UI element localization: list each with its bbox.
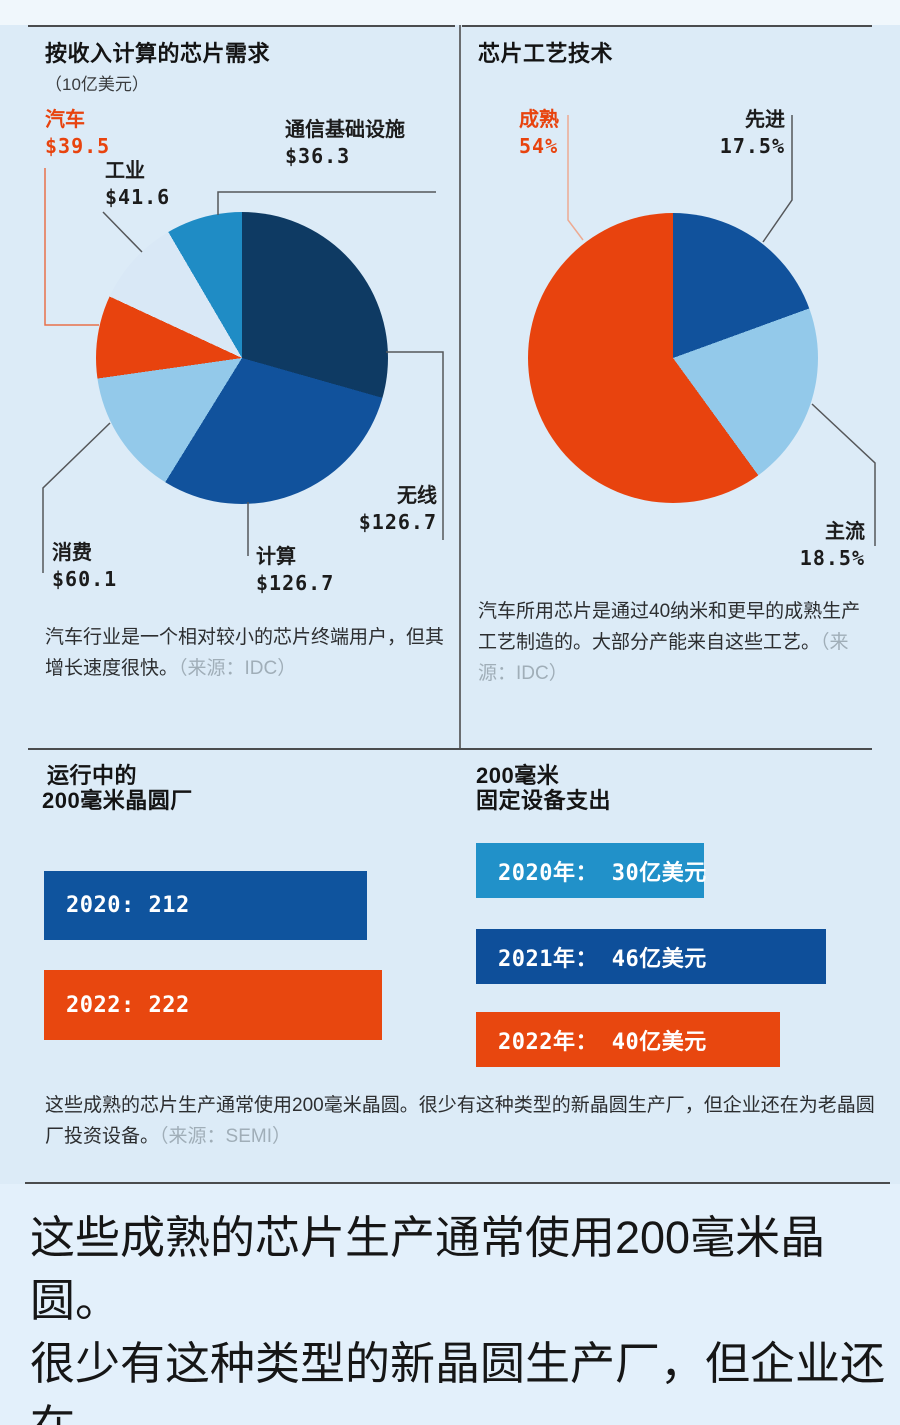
bottom-rule [25, 1182, 890, 1184]
leader-automotive [44, 168, 99, 326]
spend-bar-2020: 2020年： 30亿美元 [476, 843, 706, 898]
demand-chart-title: 按收入计算的芯片需求 [45, 41, 271, 66]
footer-line-1: 这些成熟的芯片生产通常使用200毫米晶圆。 [30, 1212, 826, 1326]
footer-zone [0, 1184, 900, 1425]
process-pie [528, 213, 818, 503]
bottom-caption: 这些成熟的芯片生产通常使用200毫米晶圆。很少有这种类型的新晶圆生产厂，但企业还… [45, 1095, 875, 1147]
demand-caption: 汽车行业是一个相对较小的芯片终端用户，但其增长速度很快。（来源：IDC） [45, 627, 445, 679]
label-wireless: 无线 $126.7 [358, 485, 437, 534]
label-mainstream: 主流 18.5% [799, 521, 865, 570]
spend-bar-2021: 2021年： 46亿美元 [476, 929, 826, 984]
leader-mature [567, 115, 584, 241]
spend-chart-title-line1: 200毫米 [476, 763, 560, 788]
process-caption-source: （来源：IDC） [478, 632, 849, 684]
fabs-chart-title-line2: 200毫米晶圆厂 [42, 788, 193, 813]
fabs-chart-title-line1: 运行中的 [47, 763, 138, 788]
fabs-bar-2020: 2020: 212 [44, 871, 367, 940]
label-computing: 计算 $126.7 [256, 546, 335, 595]
top-strip [0, 0, 900, 25]
top-rule-left [28, 25, 455, 27]
top-rule-right [462, 25, 872, 27]
demand-caption-source: （来源：IDC） [178, 658, 297, 679]
column-divider [459, 25, 461, 748]
label-industrial: 工业 $41.6 [105, 160, 171, 209]
footer-line-2: 很少有这种类型的新晶圆生产厂，但企业还在 [30, 1338, 886, 1425]
label-automotive: 汽车 $39.5 [45, 109, 111, 158]
spend-chart-title-line2: 固定设备支出 [476, 788, 612, 813]
label-consumer: 消费 $60.1 [52, 542, 118, 591]
label-mature: 成熟 54% [519, 109, 559, 158]
fabs-bar-2022: 2022: 222 [44, 970, 382, 1040]
bottom-caption-source: （来源：SEMI） [159, 1126, 291, 1147]
leader-industrial [102, 211, 143, 253]
footer-text: 这些成熟的芯片生产通常使用200毫米晶圆。 很少有这种类型的新晶圆生产厂，但企业… [30, 1206, 890, 1425]
label-comms-infra: 通信基础设施 $36.3 [285, 119, 405, 168]
demand-chart-unit: （10亿美元） [45, 75, 149, 94]
demand-pie [96, 212, 388, 504]
mid-rule [28, 748, 872, 750]
label-advanced: 先进 17.5% [719, 109, 785, 158]
process-chart-title: 芯片工艺技术 [478, 41, 614, 66]
spend-bar-2022: 2022年： 40亿美元 [476, 1012, 780, 1067]
process-caption: 汽车所用芯片是通过40纳米和更早的成熟生产工艺制造的。大部分产能来自这些工艺。（… [478, 601, 861, 684]
